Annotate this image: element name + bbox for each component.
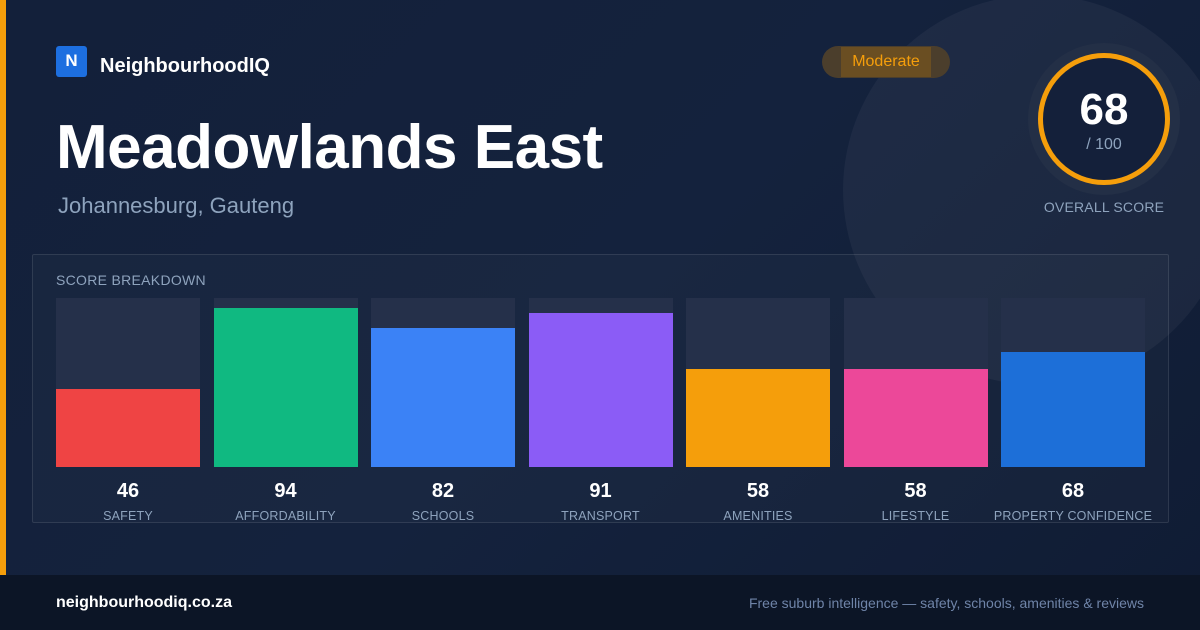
footer-url[interactable]: neighbourhoodiq.co.za: [56, 593, 232, 611]
score-bar-value: 58: [904, 480, 927, 502]
score-bar-fill: [371, 328, 515, 467]
score-bar-amenities: 58 AMENITIES: [686, 298, 830, 523]
score-bar-value: 82: [431, 480, 455, 502]
overall-score-max: / 100: [1086, 136, 1122, 153]
score-bar-transport: 91 TRANSPORT: [528, 298, 673, 523]
overall-score-ring: 68 / 100: [1028, 43, 1180, 195]
score-bar-track: [1001, 298, 1145, 467]
score-bar-track: [686, 298, 830, 467]
score-bar-track: [213, 298, 358, 467]
accent-bar: [0, 0, 6, 575]
score-bar-label: AFFORDABILITY: [235, 509, 336, 523]
score-bar-track: [371, 298, 515, 467]
score-bar-value: 68: [1061, 480, 1085, 502]
score-bar-value: 58: [746, 480, 770, 502]
score-bar-fill: [686, 368, 830, 467]
score-breakdown-panel: SCORE BREAKDOWN 46 SAFETY 94 AFFORDABILITY 8…: [32, 254, 1169, 523]
score-bar-label: SCHOOLS: [411, 509, 475, 523]
score-bar-track: [843, 298, 988, 467]
score-bar-label: SAFETY: [103, 509, 153, 523]
score-breakdown-title: SCORE BREAKDOWN: [56, 272, 206, 288]
score-bar-track: [56, 298, 200, 467]
footer-tagline: Free suburb intelligence — safety, schoo…: [748, 594, 1144, 611]
brand-logo-icon: N: [56, 45, 87, 77]
score-bar-label: PROPERTY CONFIDENCE: [993, 509, 1153, 523]
overall-score-label: OVERALL SCORE: [1043, 199, 1165, 215]
brand-name: NeighbourhoodIQ: [100, 54, 270, 77]
brand[interactable]: N NeighbourhoodIQ: [56, 45, 270, 78]
score-ring-progress: 68 / 100: [1038, 53, 1170, 185]
score-bar-lifestyle: 58 LIFESTYLE: [843, 298, 988, 523]
overall-score-value: 68: [1079, 85, 1129, 134]
score-bar-affordability: 94 AFFORDABILITY: [213, 298, 358, 523]
score-bar-fill: [56, 389, 200, 467]
score-bar-fill: [528, 313, 673, 467]
score-bar-property-confidence: 68 PROPERTY CONFIDENCE: [994, 298, 1152, 523]
footer: neighbourhoodiq.co.za Free suburb intell…: [0, 575, 1200, 630]
score-bar-schools: 82 SCHOOLS: [371, 298, 515, 523]
score-bar-track: [528, 298, 673, 467]
score-bar-fill: [843, 368, 988, 467]
suburb-title: Meadowlands East: [56, 113, 603, 182]
score-bar-label: LIFESTYLE: [881, 509, 950, 523]
score-bar-label: AMENITIES: [723, 509, 793, 523]
score-bar-fill: [213, 308, 358, 467]
score-bar-label: TRANSPORT: [561, 509, 640, 523]
score-bar-value: 46: [116, 480, 140, 502]
suburb-location: Johannesburg, Gauteng: [58, 193, 295, 218]
rating-badge: Moderate: [822, 46, 950, 78]
rating-badge-label: Moderate: [841, 47, 931, 77]
score-bar-fill: [1001, 352, 1145, 467]
score-bar-value: 94: [274, 480, 297, 502]
score-bar-safety: 46 SAFETY: [56, 298, 200, 523]
score-bar-value: 91: [589, 480, 612, 502]
